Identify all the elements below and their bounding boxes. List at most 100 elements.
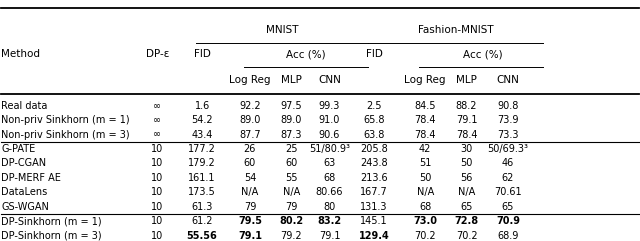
Text: ∞: ∞ <box>154 101 161 111</box>
Text: 10: 10 <box>152 216 164 226</box>
Text: 50/69.3³: 50/69.3³ <box>488 144 529 154</box>
Text: DataLens: DataLens <box>1 187 47 197</box>
Text: Log Reg: Log Reg <box>404 75 446 86</box>
Text: ∞: ∞ <box>154 129 161 140</box>
Text: 177.2: 177.2 <box>188 144 216 154</box>
Text: 65: 65 <box>502 202 514 212</box>
Text: 43.4: 43.4 <box>191 129 213 140</box>
Text: Non-priv Sinkhorn (m = 1): Non-priv Sinkhorn (m = 1) <box>1 115 130 125</box>
Text: DP-MERF AE: DP-MERF AE <box>1 173 61 183</box>
Text: 50: 50 <box>419 173 431 183</box>
Text: CNN: CNN <box>318 75 341 86</box>
Text: 79.1: 79.1 <box>238 231 262 241</box>
Text: 65.8: 65.8 <box>364 115 385 125</box>
Text: 65: 65 <box>460 202 473 212</box>
Text: 68.9: 68.9 <box>497 231 518 241</box>
Text: 131.3: 131.3 <box>360 202 388 212</box>
Text: 60: 60 <box>244 158 256 168</box>
Text: 83.2: 83.2 <box>317 216 342 226</box>
Text: 56: 56 <box>460 173 473 183</box>
Text: DP-ε: DP-ε <box>146 49 169 59</box>
Text: Acc (%): Acc (%) <box>463 49 502 59</box>
Text: Log Reg: Log Reg <box>229 75 271 86</box>
Text: 51/80.9³: 51/80.9³ <box>309 144 350 154</box>
Text: 10: 10 <box>152 187 164 197</box>
Text: 50: 50 <box>460 158 473 168</box>
Text: 72.8: 72.8 <box>454 216 479 226</box>
Text: 91.0: 91.0 <box>319 115 340 125</box>
Text: 89.0: 89.0 <box>280 115 302 125</box>
Text: Non-priv Sinkhorn (m = 3): Non-priv Sinkhorn (m = 3) <box>1 129 130 140</box>
Text: 99.3: 99.3 <box>319 101 340 111</box>
Text: 78.4: 78.4 <box>456 129 477 140</box>
Text: N/A: N/A <box>458 187 475 197</box>
Text: 51: 51 <box>419 158 431 168</box>
Text: 73.3: 73.3 <box>497 129 519 140</box>
Text: 70.2: 70.2 <box>414 231 436 241</box>
Text: 79.1: 79.1 <box>456 115 477 125</box>
Text: 173.5: 173.5 <box>188 187 216 197</box>
Text: DP-CGAN: DP-CGAN <box>1 158 47 168</box>
Text: 80: 80 <box>323 202 336 212</box>
Text: 79: 79 <box>285 202 298 212</box>
Text: 90.8: 90.8 <box>497 101 518 111</box>
Text: 80.2: 80.2 <box>279 216 303 226</box>
Text: 25: 25 <box>285 144 298 154</box>
Text: 129.4: 129.4 <box>359 231 390 241</box>
Text: 26: 26 <box>244 144 256 154</box>
Text: N/A: N/A <box>417 187 434 197</box>
Text: 10: 10 <box>152 144 164 154</box>
Text: 54.2: 54.2 <box>191 115 213 125</box>
Text: 55: 55 <box>285 173 298 183</box>
Text: 78.4: 78.4 <box>414 129 436 140</box>
Text: 68: 68 <box>419 202 431 212</box>
Text: DP-Sinkhorn (m = 1): DP-Sinkhorn (m = 1) <box>1 216 102 226</box>
Text: 179.2: 179.2 <box>188 158 216 168</box>
Text: 97.5: 97.5 <box>280 101 302 111</box>
Text: 60: 60 <box>285 158 298 168</box>
Text: 92.2: 92.2 <box>239 101 260 111</box>
Text: FID: FID <box>365 49 383 59</box>
Text: 63.8: 63.8 <box>364 129 385 140</box>
Text: CNN: CNN <box>497 75 520 86</box>
Text: 54: 54 <box>244 173 256 183</box>
Text: 167.7: 167.7 <box>360 187 388 197</box>
Text: 46: 46 <box>502 158 514 168</box>
Text: 70.61: 70.61 <box>494 187 522 197</box>
Text: 90.6: 90.6 <box>319 129 340 140</box>
Text: MNIST: MNIST <box>266 25 298 35</box>
Text: 61.3: 61.3 <box>191 202 213 212</box>
Text: Real data: Real data <box>1 101 48 111</box>
Text: DP-Sinkhorn (m = 3): DP-Sinkhorn (m = 3) <box>1 231 102 241</box>
Text: Fashion-MNIST: Fashion-MNIST <box>417 25 493 35</box>
Text: MLP: MLP <box>456 75 477 86</box>
Text: 243.8: 243.8 <box>360 158 388 168</box>
Text: 79.1: 79.1 <box>319 231 340 241</box>
Text: 55.56: 55.56 <box>187 231 218 241</box>
Text: GS-WGAN: GS-WGAN <box>1 202 49 212</box>
Text: 80.66: 80.66 <box>316 187 343 197</box>
Text: 30: 30 <box>460 144 473 154</box>
Text: N/A: N/A <box>283 187 300 197</box>
Text: 79.2: 79.2 <box>280 231 302 241</box>
Text: 1.6: 1.6 <box>195 101 210 111</box>
Text: FID: FID <box>194 49 211 59</box>
Text: Method: Method <box>1 49 40 59</box>
Text: 70.9: 70.9 <box>496 216 520 226</box>
Text: 78.4: 78.4 <box>414 115 436 125</box>
Text: 73.9: 73.9 <box>497 115 519 125</box>
Text: 62: 62 <box>502 173 514 183</box>
Text: 68: 68 <box>323 173 336 183</box>
Text: 161.1: 161.1 <box>188 173 216 183</box>
Text: N/A: N/A <box>241 187 259 197</box>
Text: 88.2: 88.2 <box>456 101 477 111</box>
Text: 89.0: 89.0 <box>239 115 260 125</box>
Text: 205.8: 205.8 <box>360 144 388 154</box>
Text: 61.2: 61.2 <box>191 216 213 226</box>
Text: 42: 42 <box>419 144 431 154</box>
Text: 87.3: 87.3 <box>280 129 302 140</box>
Text: 79: 79 <box>244 202 256 212</box>
Text: 73.0: 73.0 <box>413 216 437 226</box>
Text: G-PATE: G-PATE <box>1 144 36 154</box>
Text: ∞: ∞ <box>154 115 161 125</box>
